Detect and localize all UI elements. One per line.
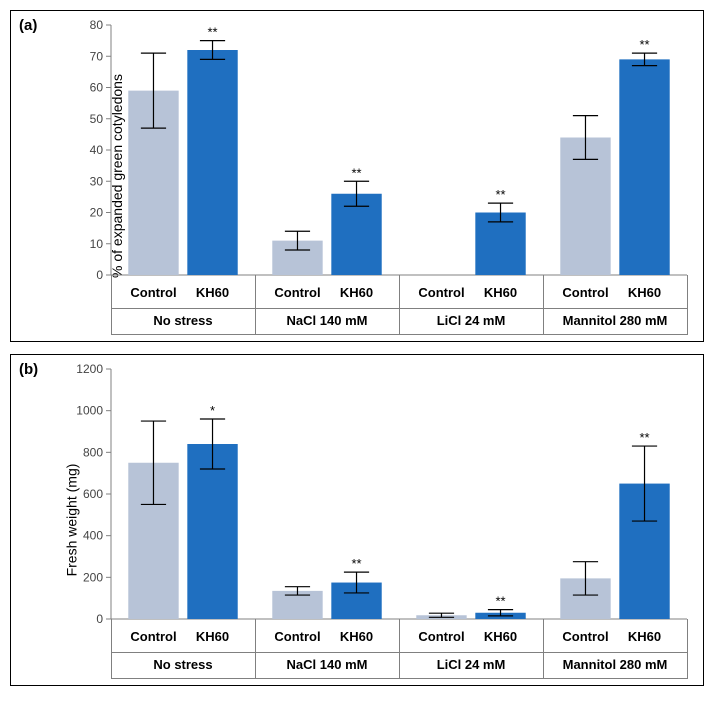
group-separator — [543, 275, 544, 335]
bar-label-kh60: KH60 — [340, 285, 373, 300]
label-box-bottom — [111, 334, 687, 335]
bar-label-kh60: KH60 — [484, 285, 517, 300]
bar-label-control: Control — [418, 629, 464, 644]
label-box-side — [687, 275, 688, 335]
group-label: No stress — [153, 313, 212, 328]
label-box-bottom — [111, 678, 687, 679]
svg-text:10: 10 — [90, 237, 104, 251]
svg-text:0: 0 — [96, 612, 103, 626]
svg-text:20: 20 — [90, 206, 104, 220]
group-separator — [255, 619, 256, 679]
bar-label-control: Control — [562, 285, 608, 300]
group-label: No stress — [153, 657, 212, 672]
bar-label-control: Control — [562, 629, 608, 644]
svg-text:**: ** — [351, 556, 361, 571]
panel-a-label: (a) — [19, 17, 37, 34]
group-separator — [255, 275, 256, 335]
group-label: Mannitol 280 mM — [563, 313, 668, 328]
label-row-divider — [111, 308, 687, 309]
bar-label-control: Control — [274, 629, 320, 644]
bar-label-control: Control — [418, 285, 464, 300]
svg-text:**: ** — [351, 165, 361, 180]
svg-text:**: ** — [207, 25, 217, 40]
svg-text:**: ** — [639, 430, 649, 445]
bar-label-control: Control — [130, 285, 176, 300]
panel-a-bar-labels: Control KH60 Control KH60 Control KH60 Control… — [83, 285, 691, 305]
bar-label-kh60: KH60 — [196, 285, 229, 300]
group-label: NaCl 140 mM — [287, 313, 368, 328]
panel-b-label: (b) — [19, 361, 38, 378]
bar-label-kh60: KH60 — [340, 629, 373, 644]
svg-text:**: ** — [495, 187, 505, 202]
svg-text:60: 60 — [90, 81, 104, 95]
svg-text:0: 0 — [96, 268, 103, 282]
svg-text:30: 30 — [90, 174, 104, 188]
figure-container: (a) % of expanded green cotyledons 01020… — [10, 10, 704, 686]
label-box-side — [687, 619, 688, 679]
svg-text:**: ** — [639, 37, 649, 52]
group-separator — [399, 619, 400, 679]
panel-b-group-labels: No stress NaCl 140 mM LiCl 24 mM Mannitol 2… — [83, 657, 691, 677]
svg-text:*: * — [210, 403, 215, 418]
panel-b: (b) Fresh weight (mg) 0 200 400 600 800 1000 1… — [10, 354, 704, 686]
bar-label-control: Control — [274, 285, 320, 300]
bar-label-kh60: KH60 — [628, 285, 661, 300]
bar-label-kh60: KH60 — [628, 629, 661, 644]
svg-text:**: ** — [495, 594, 505, 609]
bar-label-kh60: KH60 — [196, 629, 229, 644]
panel-b-bar-labels: Control KH60 Control KH60 Control KH60 Control… — [83, 629, 691, 649]
svg-text:400: 400 — [83, 529, 103, 543]
svg-text:50: 50 — [90, 112, 104, 126]
group-label: LiCl 24 mM — [437, 657, 506, 672]
label-box-side — [111, 275, 112, 335]
group-separator — [399, 275, 400, 335]
group-label: LiCl 24 mM — [437, 313, 506, 328]
svg-text:1200: 1200 — [76, 362, 103, 376]
group-label: NaCl 140 mM — [287, 657, 368, 672]
svg-text:70: 70 — [90, 49, 104, 63]
svg-text:600: 600 — [83, 487, 103, 501]
bar-label-kh60: KH60 — [484, 629, 517, 644]
panel-a-svg: 0 10 20 30 40 50 60 70 80 ** ** ** ** — [83, 21, 691, 279]
panel-a-plot: 0 10 20 30 40 50 60 70 80 ** ** ** ** — [83, 21, 691, 279]
group-label: Mannitol 280 mM — [563, 657, 668, 672]
panel-a-group-labels: No stress NaCl 140 mM LiCl 24 mM Mannitol 2… — [83, 313, 691, 333]
panel-b-ylabel: Fresh weight (mg) — [63, 464, 79, 577]
panel-b-plot: 020040060080010001200******* — [83, 365, 691, 623]
label-row-divider — [111, 652, 687, 653]
panel-a: (a) % of expanded green cotyledons 01020… — [10, 10, 704, 342]
svg-text:40: 40 — [90, 143, 104, 157]
panel-b-svg: 020040060080010001200******* — [83, 365, 691, 623]
svg-text:80: 80 — [90, 18, 104, 32]
svg-text:800: 800 — [83, 445, 103, 459]
bar-label-control: Control — [130, 629, 176, 644]
svg-text:1000: 1000 — [76, 404, 103, 418]
svg-text:200: 200 — [83, 570, 103, 584]
group-separator — [543, 619, 544, 679]
label-box-side — [111, 619, 112, 679]
